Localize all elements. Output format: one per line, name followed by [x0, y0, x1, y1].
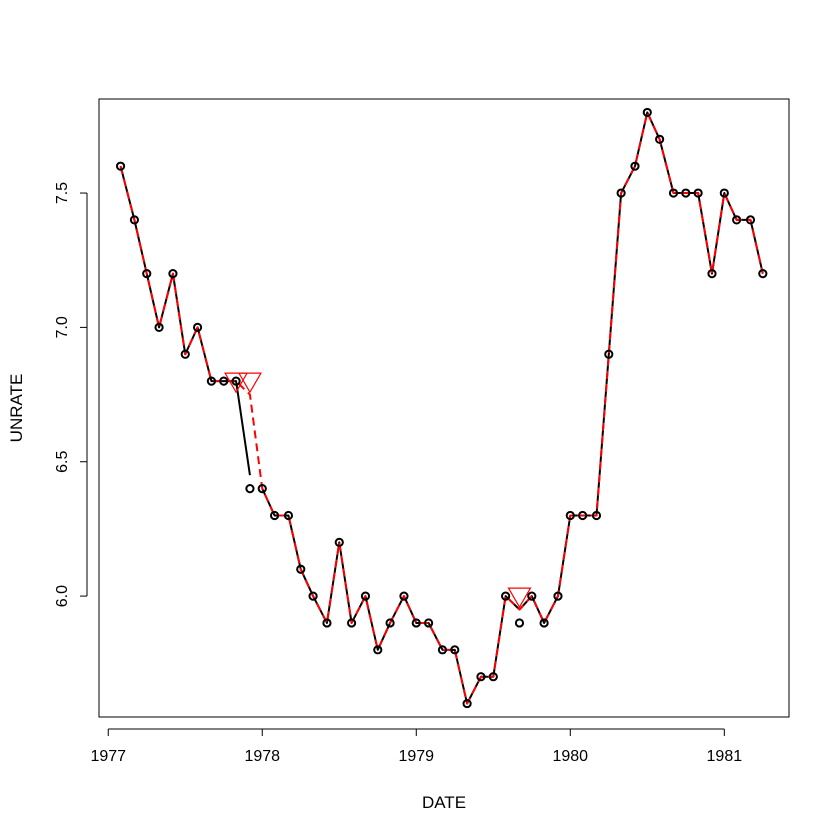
data-point [758, 269, 768, 279]
data-point [476, 672, 486, 682]
data-point [283, 510, 294, 521]
y-tick-label: 7.0 [54, 316, 71, 338]
data-point [346, 618, 357, 628]
data-point [565, 510, 575, 521]
data-point [693, 188, 703, 198]
data-point [707, 269, 717, 279]
data-point [180, 349, 190, 359]
data-point [591, 510, 602, 521]
data-point [424, 618, 434, 628]
data-point [219, 376, 229, 386]
data-point [681, 188, 691, 198]
data-point [360, 591, 371, 601]
data-point [539, 618, 549, 628]
data-point [642, 107, 652, 118]
data-point [399, 591, 409, 601]
data-point [115, 161, 126, 171]
data-point [745, 215, 756, 225]
data-point [527, 591, 537, 601]
data-points [115, 107, 768, 709]
data-point [488, 672, 498, 682]
triangle-marker [237, 372, 262, 394]
data-point [411, 618, 421, 628]
data-point [231, 376, 241, 386]
data-point [129, 215, 140, 225]
y-tick-label: 7.5 [54, 182, 71, 204]
data-point [385, 618, 395, 628]
data-point [192, 322, 203, 332]
data-point [308, 591, 318, 601]
data-point [630, 161, 640, 171]
data-point [245, 484, 255, 494]
x-tick-label: 1977 [90, 748, 126, 765]
data-point [269, 510, 280, 521]
data-point [168, 269, 178, 279]
data-point [732, 215, 742, 225]
data-point [501, 591, 511, 601]
data-point [616, 188, 626, 198]
data-point [604, 349, 614, 359]
data-point [154, 322, 164, 332]
triangle-marker [507, 587, 532, 609]
x-tick-label: 1979 [398, 748, 434, 765]
triangle-marker [224, 372, 249, 394]
data-point [655, 134, 665, 144]
x-tick-label: 1981 [707, 748, 743, 765]
data-point [578, 510, 588, 521]
data-point [437, 645, 448, 655]
y-axis-title: UNRATE [7, 374, 26, 443]
data-point [334, 537, 344, 547]
event-markers [224, 372, 532, 609]
x-axis-title: DATE [422, 793, 466, 812]
data-point [553, 591, 563, 601]
data-point [296, 564, 306, 574]
y-tick-label: 6.0 [54, 585, 71, 607]
data-point [719, 188, 729, 198]
data-point [322, 618, 332, 628]
data-point [450, 645, 460, 655]
y-tick-label: 6.5 [54, 451, 71, 473]
x-tick-label: 1978 [244, 748, 280, 765]
x-tick-label: 1980 [552, 748, 588, 765]
data-point [514, 618, 525, 628]
data-point [142, 269, 152, 279]
data-point [257, 484, 267, 494]
data-point [206, 376, 217, 386]
plot-frame [98, 98, 790, 718]
axes: 1977 1978 1979 1980 1981 6.0 6.5 7.0 7.5 [54, 182, 742, 765]
data-point [668, 188, 679, 198]
data-point [462, 698, 472, 709]
data-point [373, 645, 383, 655]
